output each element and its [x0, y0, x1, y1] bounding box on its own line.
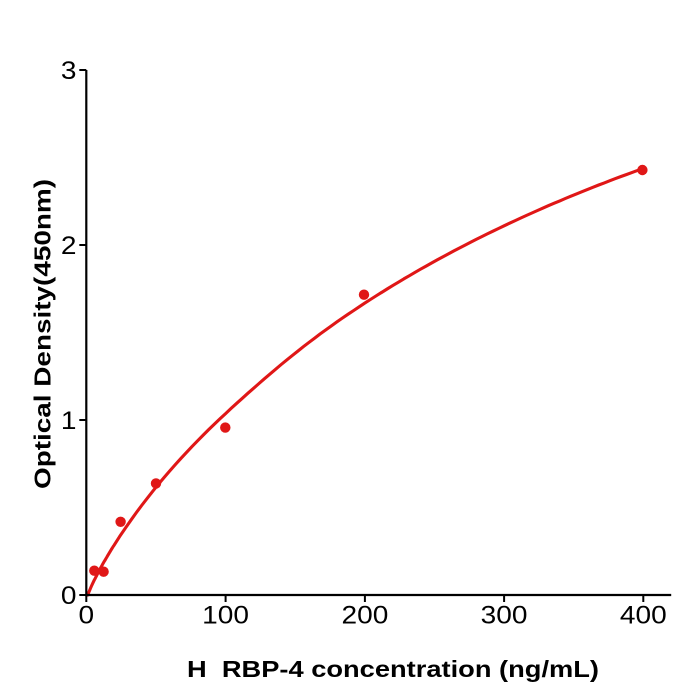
svg-text:2: 2 [61, 232, 77, 260]
svg-text:3: 3 [61, 57, 77, 85]
svg-text:Optical Density(450nm): Optical Density(450nm) [30, 179, 56, 489]
svg-text:100: 100 [202, 602, 249, 630]
svg-text:200: 200 [342, 602, 389, 630]
svg-text:300: 300 [481, 602, 528, 630]
svg-text:0: 0 [61, 582, 77, 610]
svg-text:H RBP-4 concentration (ng/mL): H RBP-4 concentration (ng/mL) [187, 656, 599, 682]
svg-text:400: 400 [620, 602, 667, 630]
svg-text:0: 0 [79, 602, 95, 630]
svg-text:1: 1 [61, 407, 77, 435]
